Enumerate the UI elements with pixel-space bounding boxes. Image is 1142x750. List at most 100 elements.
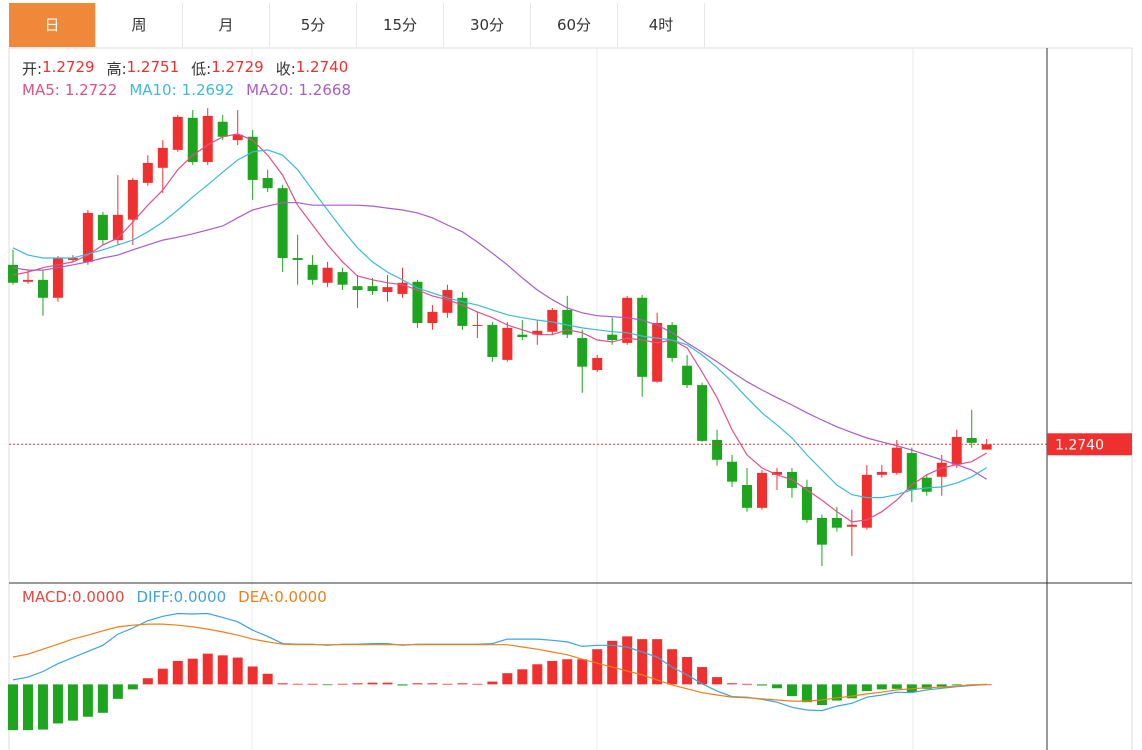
candle-body (352, 286, 363, 291)
macd-bar (771, 684, 782, 689)
period-tab[interactable]: 日 (9, 3, 96, 47)
indicator-line (12, 623, 987, 702)
candle-body (487, 324, 498, 357)
candle-body (442, 290, 453, 313)
candle-body (697, 385, 708, 441)
macd-bar (307, 683, 318, 685)
ohlc-header: 开: 1.2729 高: 1.2751 低: 1.2729 收: 1.2740 (22, 58, 348, 79)
macd-bar (951, 684, 962, 686)
candle-body (966, 437, 977, 443)
macd-bar (472, 683, 483, 685)
header-label: 开: (22, 60, 43, 78)
candle-body (8, 264, 18, 283)
legend-name: MA20: (246, 81, 294, 99)
candle-body (367, 286, 378, 292)
macd-bar (322, 684, 333, 686)
macd-bar (786, 684, 797, 697)
macd-bar (277, 683, 288, 685)
macd-bar (127, 684, 138, 690)
candle-body (771, 471, 782, 475)
candle-body (307, 264, 318, 280)
period-tab[interactable]: 5分 (270, 3, 357, 47)
candle-body (816, 518, 827, 545)
macd-bar (172, 660, 183, 685)
macd-bar (352, 683, 363, 685)
candle-body (472, 324, 483, 326)
macd-bar (382, 682, 393, 685)
macd-bar (816, 684, 827, 706)
candle-body (562, 309, 573, 335)
candle-body (652, 323, 663, 382)
candle-body (951, 437, 962, 465)
macd-bar (52, 684, 63, 724)
macd-bar (846, 684, 857, 699)
legend-value: 1.2692 (181, 81, 235, 99)
macd-bar (247, 666, 258, 685)
candle-body (412, 281, 423, 324)
macd-bar (936, 684, 947, 687)
indicator-line (12, 612, 987, 712)
header-value: 1.2740 (295, 58, 349, 76)
candle-body (277, 188, 288, 259)
macd-bar (397, 684, 408, 686)
macd-bar (112, 684, 123, 699)
candle-body (82, 212, 93, 262)
period-tab[interactable]: 60分 (531, 3, 618, 47)
candle-body (921, 477, 932, 492)
candle-body (592, 357, 603, 371)
macd-bar (876, 684, 887, 690)
candle-body (547, 309, 558, 332)
candle-body (172, 116, 183, 150)
indicator-line (12, 149, 988, 499)
candle-body (517, 334, 528, 338)
macd-legend: MACD: 0.0000 DIFF: 0.0000 DEA: 0.0000 (22, 588, 327, 606)
candle-body (457, 297, 468, 326)
candle-body (52, 258, 63, 298)
plot (8, 108, 1047, 731)
candle-body (217, 121, 228, 137)
candle-body (936, 462, 947, 477)
period-tab[interactable]: 30分 (444, 3, 531, 47)
candle-body (622, 297, 633, 343)
candle-body (831, 518, 842, 528)
legend-name: MA5: (22, 81, 60, 99)
macd-bar (562, 659, 573, 685)
macd-bar (367, 682, 378, 685)
macd-bar (97, 684, 108, 713)
macd-bar (187, 658, 198, 685)
macd-bar (502, 673, 513, 685)
macd-bar (412, 683, 423, 685)
candle-body (607, 334, 618, 340)
legend-value: 1.2668 (298, 81, 352, 99)
period-tab[interactable]: 月 (183, 3, 270, 47)
macd-bar (637, 639, 648, 685)
macd-bar (442, 683, 453, 685)
candle-body (112, 214, 123, 241)
candle-body (876, 471, 887, 475)
macd-bar (742, 683, 753, 685)
ma-legend: MA5: 1.2722 MA10: 1.2692 MA20: 1.2668 (22, 81, 351, 99)
macd-bar (652, 639, 663, 685)
header-value: 1.2729 (211, 58, 264, 76)
macd-bar (8, 684, 18, 731)
macd-bar (622, 636, 633, 685)
period-tab[interactable]: 15分 (357, 3, 444, 47)
legend-entry: MA20: 1.2668 (246, 81, 351, 99)
candle-body (502, 327, 513, 360)
period-tab[interactable]: 4时 (618, 3, 705, 47)
legend-value: 0.0000 (173, 588, 227, 606)
macd-bar (67, 684, 78, 721)
macd-bar (37, 684, 48, 730)
period-tab[interactable]: 周 (96, 3, 183, 47)
macd-bar (427, 683, 438, 685)
macd-bar (22, 684, 33, 731)
candle-body (712, 439, 723, 460)
candle-body (127, 179, 138, 220)
legend-name: MACD: (22, 588, 73, 606)
legend-name: MA10: (129, 81, 177, 99)
macd-bar (157, 668, 168, 685)
macd-bar (487, 681, 498, 685)
macd-bar (217, 655, 228, 685)
last-price-box (1047, 433, 1132, 456)
